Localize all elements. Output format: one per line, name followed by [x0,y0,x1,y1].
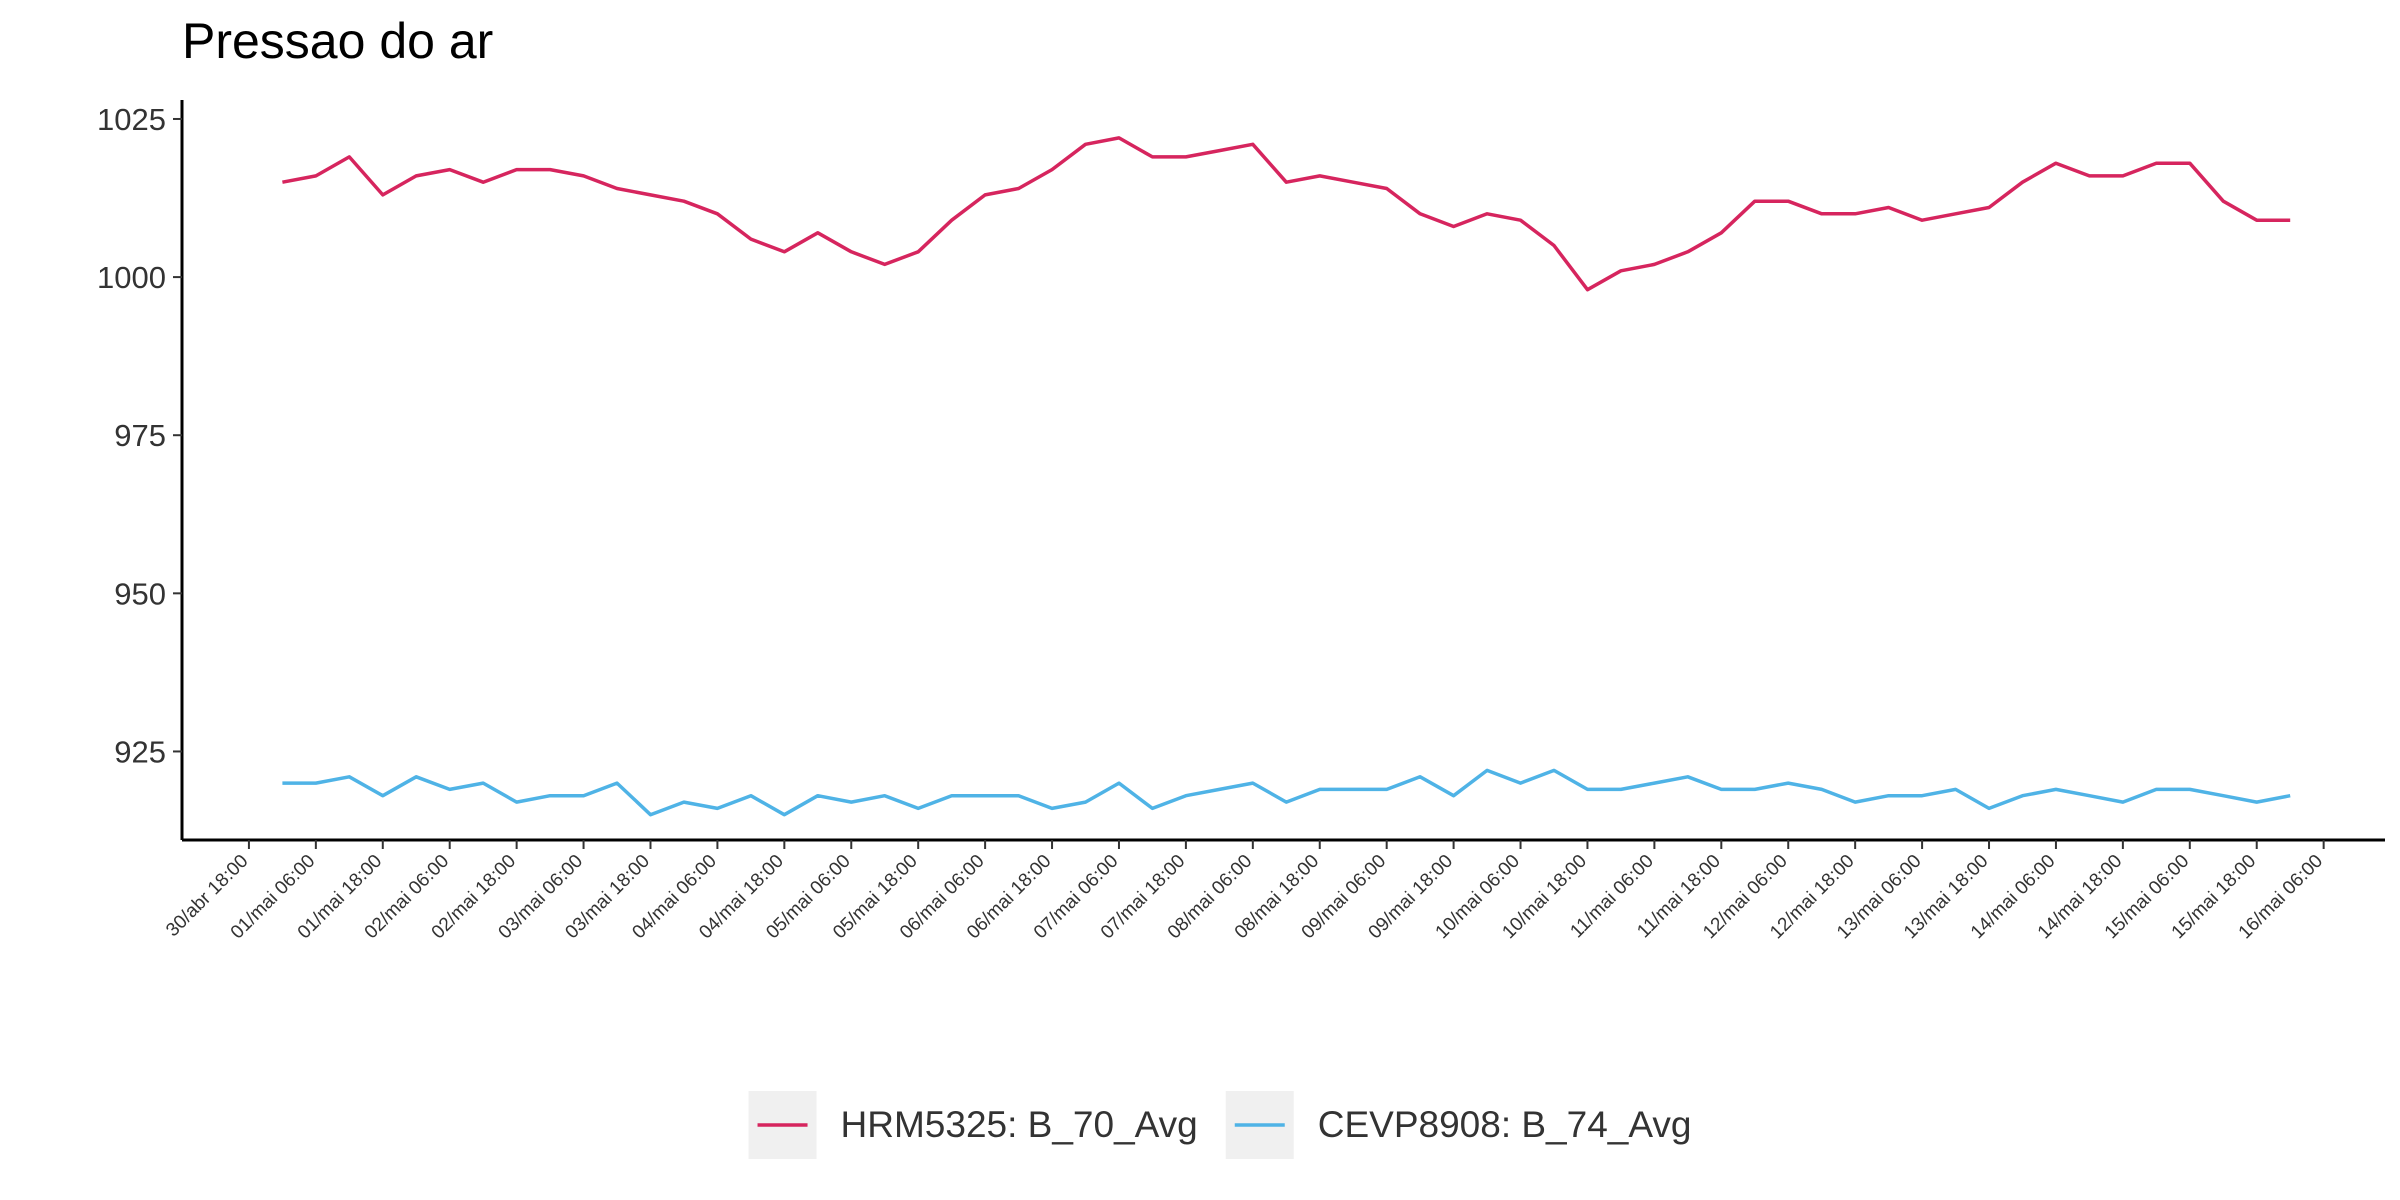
chart-title: Pressao do ar [182,13,493,69]
legend-item: CEVP8908: B_74_Avg [1225,1091,1692,1159]
legend: HRM5325: B_70_Avg CEVP8908: B_74_Avg [748,1091,1692,1159]
y-tick-label: 950 [114,576,166,611]
series-line [282,768,2291,817]
y-tick-label: 1025 [97,102,166,137]
y-tick-label: 1000 [97,260,166,295]
legend-label: CEVP8908: B_74_Avg [1318,1104,1692,1145]
legend-item: HRM5325: B_70_Avg [748,1091,1198,1159]
y-tick-label: 975 [114,418,166,453]
series-line [282,136,2291,292]
y-tick-label: 925 [114,734,166,769]
legend-label: HRM5325: B_70_Avg [841,1104,1198,1145]
